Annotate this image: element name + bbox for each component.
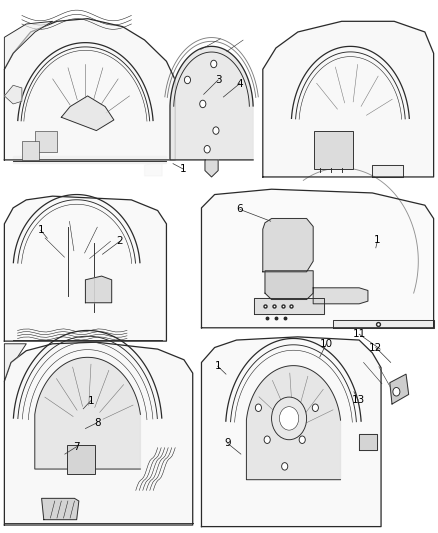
Polygon shape — [263, 21, 434, 177]
Circle shape — [264, 436, 270, 443]
Polygon shape — [333, 320, 434, 328]
Polygon shape — [201, 337, 381, 527]
Polygon shape — [263, 219, 313, 272]
Text: 2: 2 — [116, 237, 123, 246]
Circle shape — [312, 404, 318, 411]
Circle shape — [282, 463, 288, 470]
Polygon shape — [254, 298, 324, 314]
Polygon shape — [313, 288, 368, 304]
Polygon shape — [265, 271, 313, 300]
Polygon shape — [145, 160, 162, 176]
Bar — [35, 131, 57, 152]
Text: 1: 1 — [37, 225, 44, 235]
Text: 11: 11 — [353, 329, 366, 339]
Polygon shape — [247, 366, 340, 480]
Polygon shape — [4, 85, 22, 104]
Polygon shape — [61, 96, 114, 131]
Circle shape — [255, 404, 261, 411]
Polygon shape — [4, 342, 193, 525]
Bar — [22, 141, 39, 160]
Text: 6: 6 — [237, 205, 244, 214]
Circle shape — [204, 146, 210, 153]
Text: 1: 1 — [214, 361, 221, 371]
Polygon shape — [359, 434, 377, 450]
Polygon shape — [4, 21, 53, 69]
Text: 7: 7 — [73, 442, 80, 451]
Circle shape — [279, 407, 299, 430]
Text: 3: 3 — [215, 75, 222, 85]
Polygon shape — [13, 156, 166, 163]
Polygon shape — [4, 196, 166, 341]
FancyBboxPatch shape — [314, 131, 353, 169]
Text: 9: 9 — [224, 439, 231, 448]
Text: 8: 8 — [94, 418, 101, 427]
Polygon shape — [201, 189, 434, 328]
Circle shape — [184, 76, 191, 84]
Polygon shape — [35, 357, 141, 469]
Text: 1: 1 — [374, 236, 381, 245]
Text: 10: 10 — [320, 339, 333, 349]
Text: 4: 4 — [236, 79, 243, 88]
Polygon shape — [85, 276, 112, 303]
Polygon shape — [170, 46, 253, 160]
Circle shape — [213, 127, 219, 134]
Polygon shape — [205, 160, 218, 177]
Circle shape — [393, 387, 400, 396]
Polygon shape — [42, 498, 79, 520]
Text: 13: 13 — [352, 395, 365, 405]
Polygon shape — [372, 165, 403, 177]
Polygon shape — [4, 344, 26, 381]
Circle shape — [272, 397, 307, 440]
Circle shape — [299, 436, 305, 443]
Polygon shape — [390, 374, 409, 404]
Circle shape — [211, 60, 217, 68]
Text: 12: 12 — [369, 343, 382, 352]
Circle shape — [200, 100, 206, 108]
Text: 1: 1 — [180, 164, 187, 174]
FancyBboxPatch shape — [67, 445, 95, 474]
Text: 1: 1 — [87, 396, 94, 406]
Polygon shape — [4, 19, 175, 160]
